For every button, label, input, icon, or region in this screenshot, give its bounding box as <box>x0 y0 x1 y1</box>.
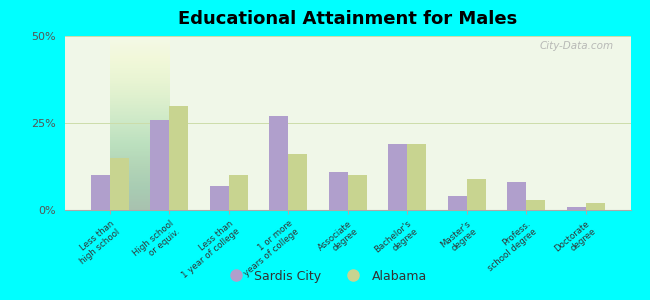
Bar <box>348 175 367 210</box>
Bar <box>507 182 526 210</box>
Bar <box>229 175 248 210</box>
Text: City-Data.com: City-Data.com <box>540 41 614 51</box>
Legend: Sardis City, Alabama: Sardis City, Alabama <box>218 265 432 288</box>
Bar <box>110 158 129 210</box>
Bar <box>388 144 408 210</box>
Bar <box>288 154 307 210</box>
Bar <box>150 119 169 210</box>
Bar <box>467 179 486 210</box>
Bar <box>526 200 545 210</box>
Title: Educational Attainment for Males: Educational Attainment for Males <box>178 10 517 28</box>
Bar <box>91 175 110 210</box>
Bar <box>269 116 288 210</box>
Bar <box>408 144 426 210</box>
Bar <box>586 203 604 210</box>
Bar <box>169 106 188 210</box>
Bar <box>210 186 229 210</box>
Bar <box>567 206 586 210</box>
Bar <box>448 196 467 210</box>
Bar <box>329 172 348 210</box>
